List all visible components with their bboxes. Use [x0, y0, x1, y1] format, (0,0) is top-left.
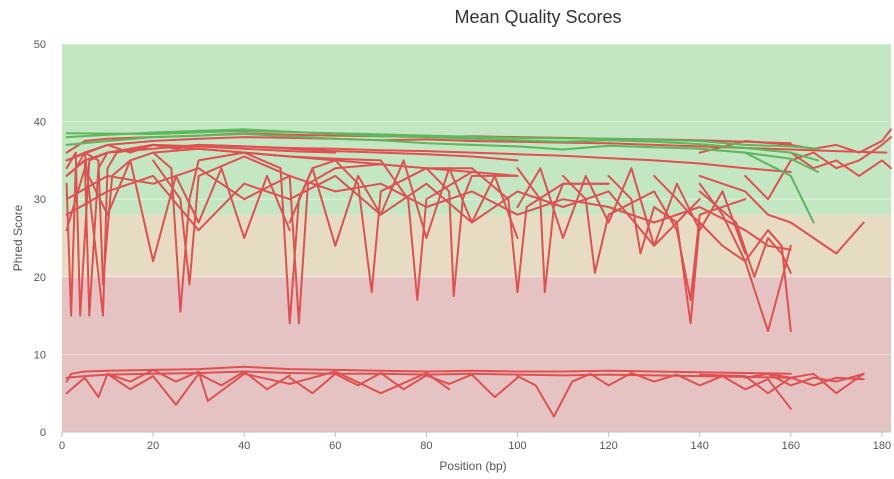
quality-band-0 — [62, 44, 891, 215]
series-line-22-fail — [698, 174, 865, 255]
series-line-25-fail — [65, 159, 291, 263]
series-line-27-fail — [516, 167, 747, 255]
series-line-12-fail — [334, 159, 473, 294]
series-line-18-fail — [607, 174, 701, 325]
axes: 0 20 40 60 80 100 120 140 160 180 0 10 20 30 40 50 — [34, 39, 891, 452]
quality-band-2 — [62, 276, 891, 432]
series-line-42-fail — [767, 372, 865, 387]
quality-band-1 — [62, 214, 891, 277]
x-tick-label-4: 80 — [420, 440, 432, 452]
series-lines — [65, 128, 892, 418]
x-tick-label-5: 100 — [508, 440, 526, 452]
series-line-17-fail — [562, 174, 747, 302]
series-line-13-fail — [379, 159, 519, 302]
series-line-9-fail — [152, 155, 246, 286]
series-line-23-fail — [65, 167, 792, 251]
series-line-33-pass — [65, 129, 820, 150]
series-line-43-fail — [698, 372, 865, 395]
y-tick-label-1: 10 — [34, 349, 46, 361]
series-line-40-fail — [106, 368, 451, 402]
x-tick-label-3: 60 — [329, 440, 341, 452]
x-tick-label-7: 140 — [691, 440, 709, 452]
y-tick-label-4: 40 — [34, 117, 46, 129]
series-line-20-fail — [698, 182, 792, 333]
series-line-19-fail — [653, 174, 792, 333]
series-line-21-fail — [698, 190, 792, 278]
series-line-31-pass — [65, 128, 820, 162]
series-line-8-fail — [152, 151, 337, 313]
quality-bands — [62, 44, 891, 432]
x-tick-label-8: 160 — [782, 440, 800, 452]
x-tick-label-6: 120 — [599, 440, 617, 452]
x-tick-label-0: 0 — [59, 440, 65, 452]
series-line-29-fail — [698, 128, 892, 154]
y-tick-label-5: 50 — [34, 39, 46, 51]
y-tick-label-2: 20 — [34, 272, 46, 284]
x-axis-title: Position (bp) — [439, 459, 506, 473]
series-line-34-pass — [698, 147, 815, 224]
y-axis-title: Phred Score — [11, 204, 25, 271]
chart-title: Mean Quality Scores — [454, 7, 621, 27]
series-line-26-fail — [288, 159, 519, 247]
x-tick-label-2: 40 — [238, 440, 250, 452]
series-line-30-fail — [789, 151, 892, 177]
series-line-35-fail — [65, 365, 792, 383]
series-line-39-fail — [516, 372, 792, 418]
x-tick-label-1: 20 — [147, 440, 159, 452]
series-line-38-fail — [288, 372, 519, 399]
x-tick-label-9: 180 — [873, 440, 891, 452]
series-line-2-fail — [65, 143, 792, 177]
series-line-28-fail — [744, 136, 892, 201]
y-tick-label-0: 0 — [40, 427, 46, 439]
y-tick-label-3: 30 — [34, 194, 46, 206]
